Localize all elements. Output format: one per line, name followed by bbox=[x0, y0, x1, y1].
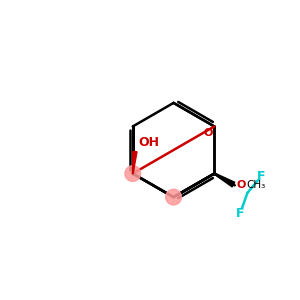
Circle shape bbox=[125, 166, 141, 182]
Circle shape bbox=[166, 189, 182, 205]
Polygon shape bbox=[133, 152, 137, 174]
Text: O: O bbox=[236, 180, 246, 190]
Text: F: F bbox=[236, 207, 244, 220]
Text: OH: OH bbox=[138, 136, 159, 148]
Text: CH₃: CH₃ bbox=[246, 180, 265, 190]
Polygon shape bbox=[214, 173, 235, 187]
Text: O: O bbox=[203, 128, 213, 138]
Text: F: F bbox=[257, 169, 266, 183]
